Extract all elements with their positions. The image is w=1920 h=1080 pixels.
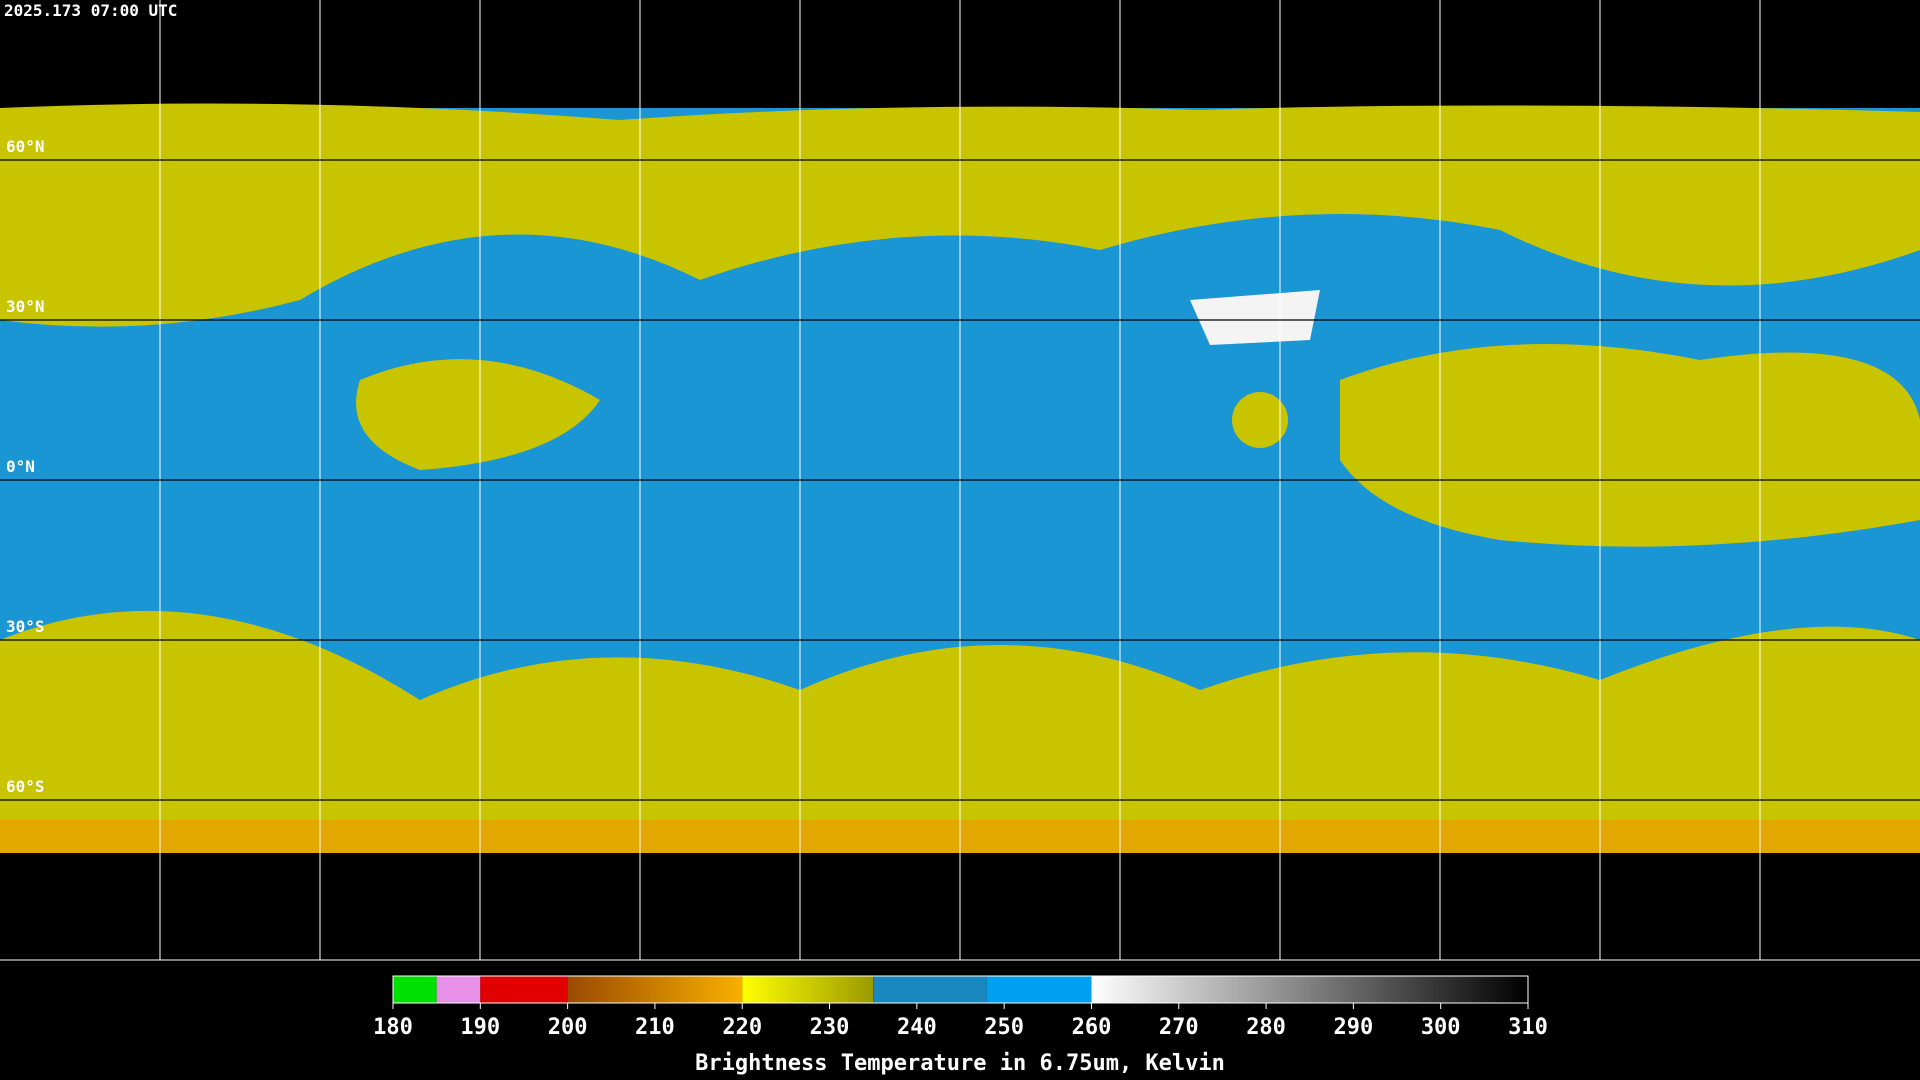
colorbar-segment <box>567 976 743 1003</box>
colorbar-tick-label: 260 <box>1072 1015 1112 1040</box>
tropical-cloud <box>1232 392 1288 448</box>
colorbar-tick-label: 300 <box>1421 1015 1461 1040</box>
colorbar-segment <box>742 976 874 1003</box>
colorbar-segment <box>986 976 1092 1003</box>
latitude-label: 30°S <box>6 617 45 636</box>
colorbar-label: Brightness Temperature in 6.75um, Kelvin <box>695 1051 1225 1076</box>
colorbar-tick-label: 290 <box>1334 1015 1374 1040</box>
latitude-label: 60°N <box>6 137 45 156</box>
colorbar-tick-label: 310 <box>1508 1015 1548 1040</box>
colorbar-tick-label: 210 <box>635 1015 675 1040</box>
colorbar-tick-label: 280 <box>1246 1015 1286 1040</box>
colorbar-tick-label: 230 <box>810 1015 850 1040</box>
colorbar-segment <box>1091 976 1528 1003</box>
colorbar-tick-label: 270 <box>1159 1015 1199 1040</box>
latitude-label: 0°N <box>6 457 35 476</box>
colorbar-tick-label: 240 <box>897 1015 937 1040</box>
warm-dry-area <box>1190 290 1320 345</box>
colorbar-tick-label: 250 <box>984 1015 1024 1040</box>
latitude-label: 60°S <box>6 777 45 796</box>
colorbar-segment <box>436 976 481 1003</box>
colorbar-tick-label: 190 <box>460 1015 500 1040</box>
latitude-label: 30°N <box>6 297 45 316</box>
colorbar-segment <box>480 976 568 1003</box>
timestamp: 2025.173 07:00 UTC <box>4 1 177 20</box>
colorbar-tick-label: 220 <box>722 1015 762 1040</box>
colorbar-tick-label: 180 <box>373 1015 413 1040</box>
colorbar-tick-label: 200 <box>548 1015 588 1040</box>
colorbar-segment <box>873 976 987 1003</box>
tropical-cloud <box>356 359 600 470</box>
colorbar-segment <box>393 976 437 1003</box>
monsoon-cloud <box>1340 344 1920 547</box>
